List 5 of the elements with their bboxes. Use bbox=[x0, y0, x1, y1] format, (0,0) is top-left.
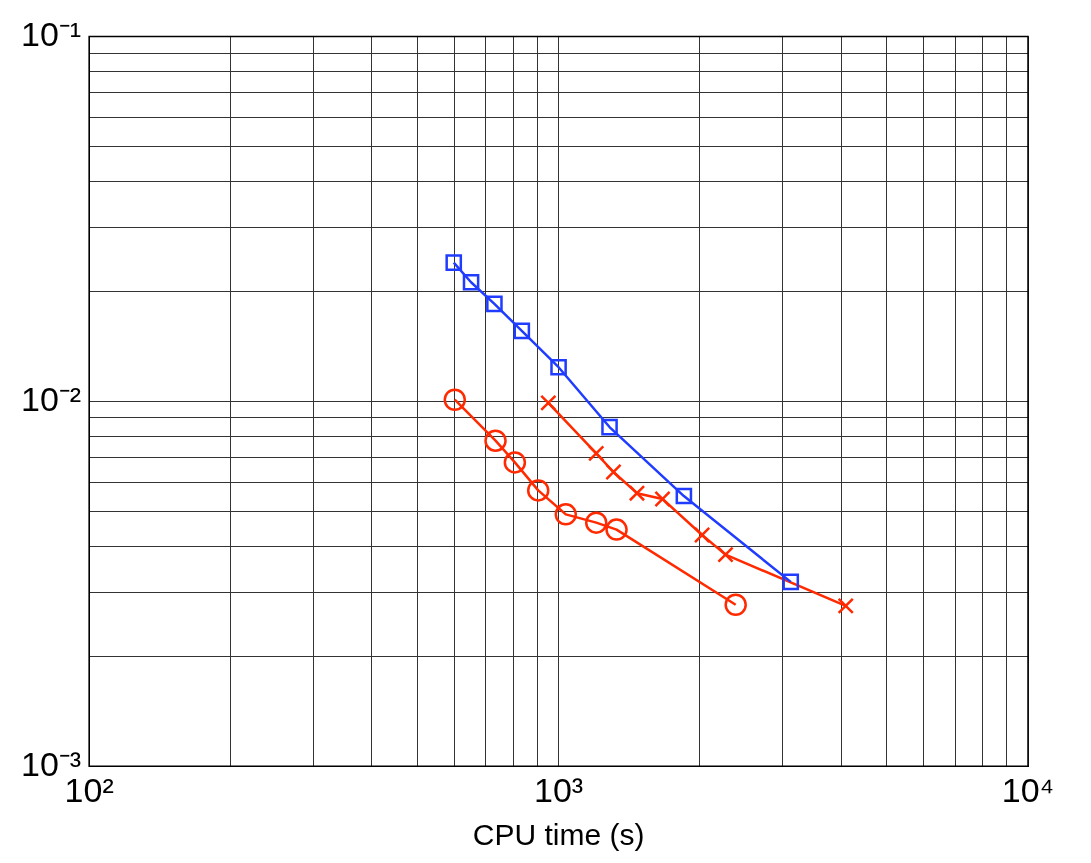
y-tick-label: 10⁻² bbox=[21, 379, 82, 418]
x-axis-title: CPU time (s) bbox=[472, 818, 645, 852]
x-tick-label: 10³ bbox=[534, 770, 584, 809]
y-tick-label: 10⁻¹ bbox=[21, 14, 82, 53]
x-tick-label: 10⁴ bbox=[1001, 770, 1055, 809]
